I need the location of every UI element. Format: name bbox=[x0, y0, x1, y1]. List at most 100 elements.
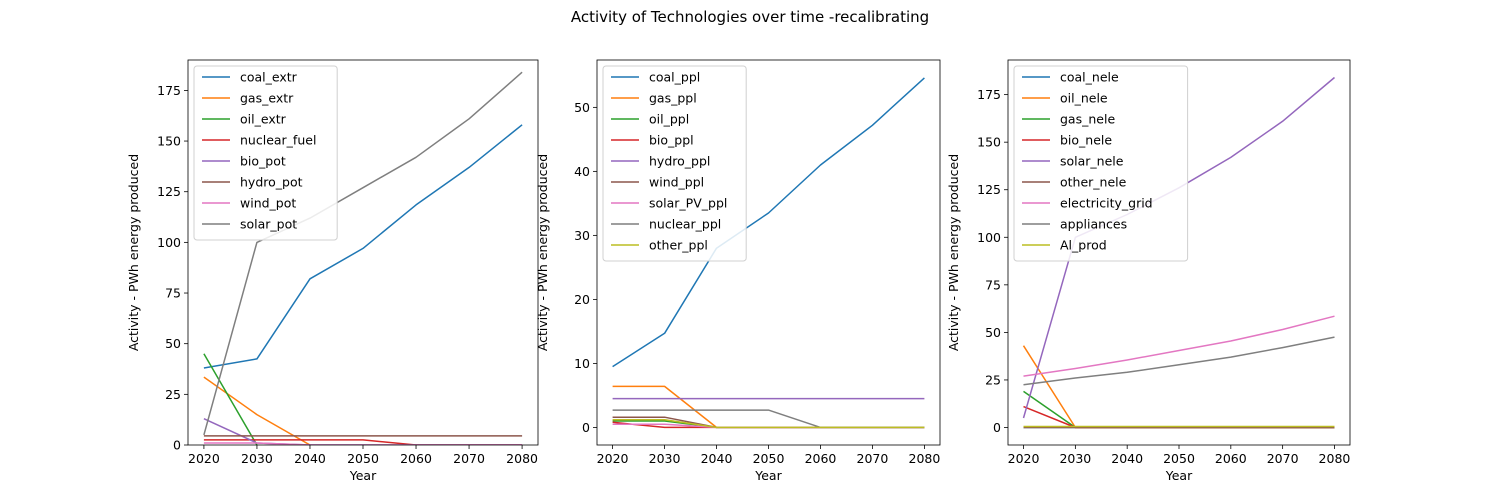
series-line-electricity_grid bbox=[1023, 315, 1335, 377]
series-line-oil_nele bbox=[1022, 345, 1335, 429]
series-line-wind_pot bbox=[203, 442, 523, 445]
legend-label: coal_nele bbox=[1060, 70, 1119, 85]
y-tick-label: 50 bbox=[165, 336, 181, 351]
legend-label: nuclear_fuel bbox=[240, 133, 316, 148]
series-line-gas_extr bbox=[203, 376, 311, 445]
legend-label: wind_ppl bbox=[649, 175, 704, 190]
x-tick-label: 2050 bbox=[347, 451, 379, 466]
legend-label: coal_ppl bbox=[649, 70, 700, 85]
x-tick-label: 2050 bbox=[753, 451, 785, 466]
x-tick-label: 2070 bbox=[857, 451, 889, 466]
legend-label: bio_nele bbox=[1060, 133, 1112, 148]
series-lines bbox=[612, 77, 925, 429]
series-line-wind_ppl bbox=[612, 416, 925, 429]
x-tick-label: 2080 bbox=[909, 451, 941, 466]
y-axis-label: Activity - PWh energy produced bbox=[535, 154, 550, 351]
x-tick-label: 2030 bbox=[241, 451, 273, 466]
legend-box bbox=[1013, 65, 1189, 262]
x-tick-label: 2030 bbox=[1059, 451, 1091, 466]
legend-label: wind_pot bbox=[240, 196, 296, 211]
y-tick-label: 100 bbox=[977, 230, 1001, 245]
figure-title: Activity of Technologies over time -reca… bbox=[571, 8, 929, 26]
legend-label: Al_prod bbox=[1060, 238, 1107, 253]
legend-label: bio_pot bbox=[240, 154, 286, 169]
chart-panel-2: 2020 2030 2040 2050 2060 2070 208001020304050Y… bbox=[535, 59, 941, 483]
y-tick-label: 40 bbox=[574, 164, 590, 179]
series-line-bio_pot bbox=[203, 418, 523, 445]
legend-label: gas_ppl bbox=[649, 91, 697, 106]
x-tick-label: 2020 bbox=[1008, 451, 1040, 466]
legend-label: coal_extr bbox=[240, 70, 298, 85]
y-tick-label: 125 bbox=[157, 184, 181, 199]
y-axis-label: Activity - PWh energy produced bbox=[946, 154, 961, 351]
x-tick-label: 2070 bbox=[453, 451, 485, 466]
x-tick-label: 2020 bbox=[188, 451, 220, 466]
y-tick-label: 75 bbox=[985, 277, 1001, 292]
y-axis-label: Activity - PWh energy produced bbox=[126, 154, 141, 351]
legend-label: gas_extr bbox=[240, 91, 294, 106]
x-tick-label: 2060 bbox=[400, 451, 432, 466]
series-line-gas_nele bbox=[1023, 390, 1335, 429]
legend-label: other_ppl bbox=[649, 238, 708, 253]
x-tick-label: 2080 bbox=[506, 451, 538, 466]
y-tick-label: 100 bbox=[157, 235, 181, 250]
x-axis-label: Year bbox=[349, 468, 377, 483]
y-tick-label: 150 bbox=[977, 135, 1001, 150]
series-line-solar_pot bbox=[203, 71, 523, 436]
y-tick-label: 150 bbox=[157, 134, 181, 149]
legend-label: solar_nele bbox=[1060, 154, 1124, 169]
legend-label: other_nele bbox=[1060, 175, 1127, 190]
y-tick-label: 175 bbox=[157, 83, 181, 98]
chart-panel-1: 2020 2030 2040 2050 2060 2070 2080 0 25 50 75 100 12… bbox=[126, 59, 539, 483]
y-tick-label: 125 bbox=[977, 182, 1001, 197]
y-tick-label: 50 bbox=[985, 325, 1001, 340]
x-tick-label: 2060 bbox=[805, 451, 837, 466]
y-tick-label: 0 bbox=[993, 420, 1001, 435]
x-tick-label: 2080 bbox=[1319, 451, 1351, 466]
legend-label: oil_nele bbox=[1060, 91, 1108, 106]
series-line-coal_extr bbox=[203, 124, 523, 369]
series-line-nuclear_fuel bbox=[203, 439, 523, 445]
x-tick-label: 2050 bbox=[1163, 451, 1195, 466]
x-tick-label: 2060 bbox=[1215, 451, 1247, 466]
legend-label: bio_ppl bbox=[649, 133, 694, 148]
y-tick-label: 0 bbox=[582, 420, 590, 435]
legend-label: appliances bbox=[1060, 217, 1127, 232]
x-tick-label: 2040 bbox=[1111, 451, 1143, 466]
legend-label: nuclear_ppl bbox=[649, 217, 721, 232]
series-lines bbox=[203, 71, 523, 445]
chart-panels: 2020 2030 2040 2050 2060 2070 2080025507510012… bbox=[126, 59, 1351, 483]
y-tick-label: 20 bbox=[574, 292, 590, 307]
legend-label: electricity_grid bbox=[1060, 196, 1153, 211]
y-tick-label: 10 bbox=[574, 356, 590, 371]
legend-label: hydro_pot bbox=[240, 175, 303, 190]
legend: coal_ppl gas_ppl oil_ppl bio_ppl hydro_pplwi… bbox=[602, 65, 747, 262]
legend-label: oil_extr bbox=[240, 112, 287, 127]
y-tick-label: 50 bbox=[574, 100, 590, 115]
legend-label: hydro_ppl bbox=[649, 154, 710, 169]
y-tick-label: 25 bbox=[985, 372, 1001, 387]
y-tick-label: 0 bbox=[173, 438, 181, 453]
y-tick-label: 25 bbox=[165, 387, 181, 402]
x-tick-label: 2020 bbox=[597, 451, 629, 466]
legend-label: oil_ppl bbox=[649, 112, 689, 127]
y-tick-label: 75 bbox=[165, 286, 181, 301]
legend: coal_extr gas_extr oil_extr nuclear_fuelbio… bbox=[193, 65, 338, 241]
x-tick-label: 2040 bbox=[294, 451, 326, 466]
series-line-oil_extr bbox=[203, 353, 258, 445]
series-line-other_ppl bbox=[612, 418, 925, 429]
y-tick-label: 30 bbox=[574, 228, 590, 243]
x-tick-label: 2040 bbox=[701, 451, 733, 466]
x-axis-label: Year bbox=[754, 468, 782, 483]
y-tick-label: 175 bbox=[977, 87, 1001, 102]
series-line-coal_ppl bbox=[612, 77, 925, 368]
legend-box bbox=[193, 65, 338, 241]
x-tick-label: 2070 bbox=[1267, 451, 1299, 466]
legend-label: solar_pot bbox=[240, 217, 297, 232]
chart-panel-3: 2020 2030 2040 2050 2060 2070 2080 0 25 50 75 100 12… bbox=[946, 59, 1351, 483]
legend-label: gas_nele bbox=[1060, 112, 1115, 127]
x-axis-label: Year bbox=[1165, 468, 1193, 483]
legend-label: solar_PV_ppl bbox=[649, 196, 727, 211]
series-line-appliances bbox=[1023, 336, 1335, 386]
